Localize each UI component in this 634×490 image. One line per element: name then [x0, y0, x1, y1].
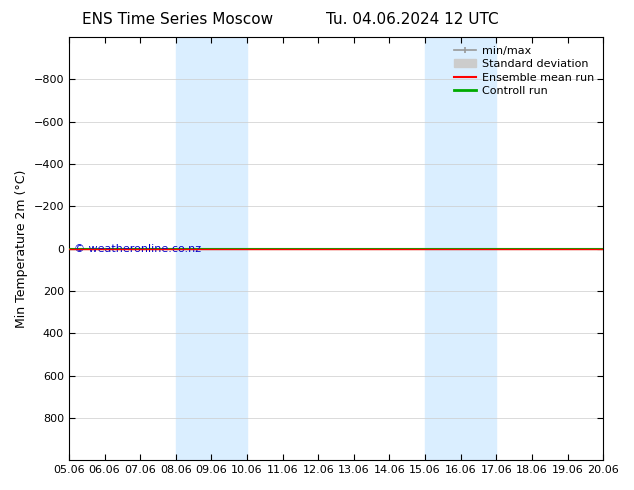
Text: Tu. 04.06.2024 12 UTC: Tu. 04.06.2024 12 UTC: [326, 12, 498, 27]
Y-axis label: Min Temperature 2m (°C): Min Temperature 2m (°C): [15, 170, 28, 328]
Bar: [176, 37, 247, 460]
Text: © weatheronline.co.nz: © weatheronline.co.nz: [74, 244, 202, 254]
Legend: min/max, Standard deviation, Ensemble mean run, Controll run: min/max, Standard deviation, Ensemble me…: [451, 43, 598, 99]
Bar: [425, 37, 496, 460]
Text: ENS Time Series Moscow: ENS Time Series Moscow: [82, 12, 273, 27]
